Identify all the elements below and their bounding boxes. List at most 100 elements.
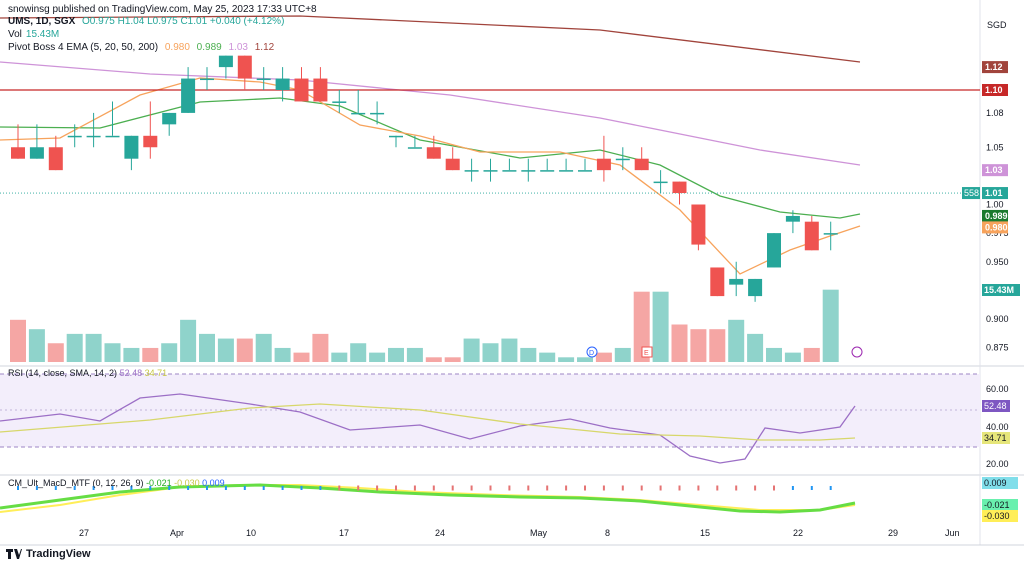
resistance-badge-bg bbox=[982, 84, 1008, 96]
volume-badge: 15.43M bbox=[984, 285, 1014, 295]
macd-histogram-bar bbox=[546, 485, 549, 491]
tradingview-logo[interactable]: TradingView bbox=[6, 548, 91, 560]
split-marker bbox=[851, 346, 863, 358]
volume-bar bbox=[312, 333, 329, 362]
candle-body bbox=[407, 147, 422, 149]
macd-histogram-bar bbox=[678, 485, 681, 491]
volume-bar bbox=[803, 347, 820, 362]
candle-body bbox=[389, 135, 403, 138]
ema5-badge-bg bbox=[982, 221, 1008, 234]
volume-bar bbox=[822, 289, 839, 362]
macd-histogram-bar bbox=[395, 485, 397, 491]
time-tick-label: 8 bbox=[605, 528, 610, 538]
macd-histogram-bar bbox=[829, 486, 832, 490]
time-tick-label: 24 bbox=[435, 528, 445, 538]
volume-bar bbox=[274, 347, 291, 362]
macd-histogram-bar bbox=[527, 485, 530, 491]
macd-histogram-bar bbox=[565, 485, 568, 491]
candle-body bbox=[615, 158, 630, 161]
rsi-tick-label: 20.00 bbox=[986, 459, 1009, 469]
candle-body bbox=[124, 135, 139, 159]
volume-bar bbox=[425, 357, 442, 362]
candle-body bbox=[370, 112, 385, 115]
ema200-badge: 1.12 bbox=[985, 62, 1003, 72]
volume-bar bbox=[520, 347, 537, 362]
dividend-marker bbox=[586, 346, 598, 358]
candle-body bbox=[672, 181, 687, 194]
candle-body bbox=[464, 170, 479, 172]
volume-bar bbox=[747, 333, 764, 362]
price-tick-label: 1.00 bbox=[986, 200, 1004, 210]
macd-badge-bg bbox=[982, 499, 1018, 511]
candle-body bbox=[218, 55, 233, 68]
macd-histogram-bar bbox=[640, 485, 643, 491]
volume-badge-bg bbox=[982, 284, 1020, 296]
candle-body bbox=[237, 55, 252, 79]
countdown-bg bbox=[962, 187, 980, 200]
macd-histogram-bar bbox=[489, 485, 492, 491]
volume-bar bbox=[482, 343, 499, 362]
candle-body bbox=[445, 158, 460, 171]
macd-histogram-bar bbox=[735, 485, 738, 491]
macd-histogram-bar bbox=[35, 486, 38, 490]
symbol-line: UMS, 1D, SGX O0.975 H1.04 L0.975 C1.01 +… bbox=[8, 16, 288, 28]
macd-histogram-bar bbox=[773, 485, 775, 491]
macd-badge: -0.021 bbox=[984, 500, 1010, 510]
macd-histogram-bar bbox=[262, 486, 265, 490]
candle-body bbox=[521, 170, 536, 172]
volume-bar bbox=[558, 357, 575, 362]
macd-histogram-bar bbox=[206, 486, 208, 490]
macd-signal-line bbox=[0, 484, 856, 513]
volume-bar bbox=[690, 329, 707, 362]
volume-bar bbox=[104, 343, 121, 362]
ohlc-values: O0.975 H1.04 L0.975 C1.01 +0.040 (+4.12%… bbox=[82, 16, 285, 27]
candle-body bbox=[275, 78, 290, 90]
candle-body bbox=[578, 170, 592, 172]
macd-histogram-bar bbox=[659, 485, 662, 491]
macd-histogram-bar bbox=[432, 485, 435, 491]
macd-histogram-bar bbox=[54, 486, 57, 490]
ema5-line bbox=[0, 77, 861, 275]
volume-bar bbox=[595, 352, 612, 362]
volume-bar bbox=[709, 329, 726, 362]
volume-bar bbox=[293, 352, 310, 362]
price-tick-label: 0.950 bbox=[986, 257, 1009, 267]
macd-histogram-bar bbox=[17, 486, 19, 490]
macd-histogram-bar bbox=[224, 486, 227, 490]
volume-bar bbox=[180, 319, 197, 362]
macd-histogram-bar bbox=[584, 485, 586, 491]
volume-bar bbox=[614, 347, 631, 362]
ema20-badge: 0.989 bbox=[985, 211, 1008, 221]
rsi-line bbox=[0, 393, 856, 464]
resistance-badge: 1.10 bbox=[985, 85, 1003, 95]
macd-histogram-bar bbox=[376, 485, 379, 491]
volume-bar bbox=[539, 352, 556, 362]
published-line: snowinsg published on TradingView.com, M… bbox=[8, 4, 317, 15]
candle-body bbox=[48, 147, 63, 171]
volume-bar bbox=[577, 357, 593, 362]
macd-histogram-bar bbox=[319, 486, 322, 490]
volume-bar bbox=[217, 338, 234, 362]
candle-body bbox=[11, 147, 25, 159]
signal-badge: -0.030 bbox=[984, 511, 1010, 521]
macd-histogram-bar bbox=[73, 486, 76, 490]
rsi-ma-line bbox=[0, 403, 856, 441]
earnings-marker bbox=[641, 346, 653, 358]
macd-histogram-bar bbox=[716, 485, 719, 491]
candle-body bbox=[748, 278, 763, 297]
volume-bar bbox=[501, 338, 518, 362]
candle-body bbox=[313, 78, 328, 102]
macd-histogram-bar bbox=[168, 486, 171, 490]
macd-label: CM_Ult_MacD_MTF (0, 12, 26, 9) -0.021 -0… bbox=[8, 478, 225, 488]
time-tick-label: May bbox=[530, 528, 548, 538]
macd-histogram-bar bbox=[791, 486, 794, 490]
volume-bar bbox=[633, 291, 650, 362]
volume-bar bbox=[331, 352, 348, 362]
ema50-badge-bg bbox=[982, 164, 1008, 177]
rsi-value-badge: 52.48 bbox=[984, 401, 1007, 411]
volume-line: Vol 15.43M bbox=[8, 29, 60, 40]
volume-bar bbox=[199, 333, 215, 362]
candle-body bbox=[540, 170, 555, 172]
time-tick-label: 15 bbox=[700, 528, 710, 538]
